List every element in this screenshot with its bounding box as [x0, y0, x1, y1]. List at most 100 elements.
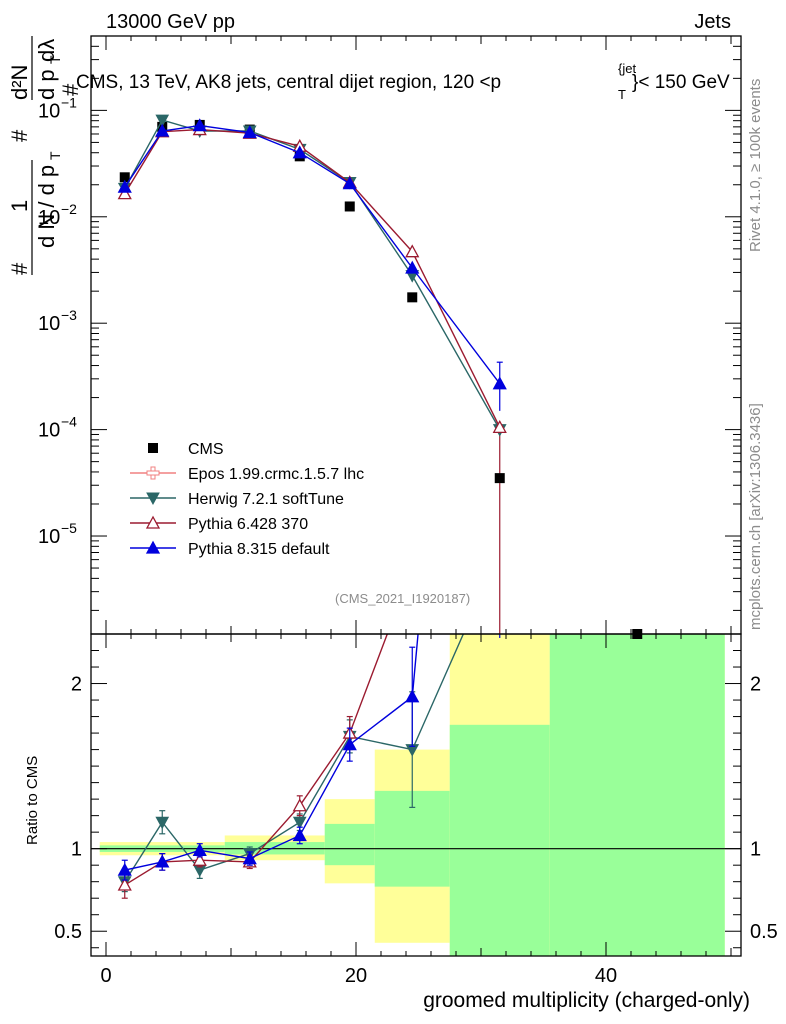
- main-y-tick-base-2: 10: [38, 313, 60, 335]
- ratio-y-tick-label-left-0: 0.5: [54, 921, 82, 943]
- legend-label-4: Pythia 8.315 default: [188, 541, 330, 558]
- main-y-tick-base-3: 10: [38, 420, 60, 442]
- legend-item-3: Pythia 6.428 370: [130, 515, 308, 533]
- band-inner-5: [549, 634, 725, 956]
- legend-item-2: Herwig 7.2.1 softTune: [130, 491, 344, 508]
- ylabel-prefactor-den: d N / d p: [34, 165, 59, 248]
- legend-marker-3: [145, 515, 161, 529]
- main-series-4-line: [124, 124, 501, 385]
- ratio-series-1-point-0: [117, 877, 132, 891]
- ylabel-hash-1: #: [7, 262, 32, 275]
- main-series-3-point-7: [492, 419, 507, 434]
- legend-label-2: Herwig 7.2.1 softTune: [188, 491, 344, 508]
- ratio-y-tick-label-left-1: 1: [71, 839, 82, 861]
- legend-label-0: CMS: [188, 441, 224, 458]
- main-series-0-point-7: [494, 473, 505, 484]
- main-series-4-point-6: [405, 260, 420, 274]
- main-y-tick-exp-3: −4: [61, 414, 77, 430]
- header-left: 13000 GeV pp: [106, 11, 235, 33]
- ratio-y-axis-title: Ratio to CMS: [24, 756, 41, 845]
- x-axis-title: groomed multiplicity (charged-only): [423, 989, 750, 1012]
- legend-label-3: Pythia 6.428 370: [188, 516, 308, 533]
- main-y-tick-exp-0: −1: [61, 94, 77, 110]
- main-series-0-point-6: [407, 292, 418, 303]
- main-y-tick-label-0: 10 −1: [38, 94, 77, 122]
- legend-marker-2: [146, 492, 160, 506]
- band-inner-4: [449, 724, 550, 956]
- legend: CMS Epos 1.99.crmc.1.5.7 lhc Herwig 7.2.1 …: [130, 441, 364, 558]
- ratio-y-tick-label-left-2: 2: [71, 674, 82, 696]
- ylabel-d2n: d²N: [7, 65, 32, 100]
- ratio-series-2-point-4: [292, 828, 307, 842]
- ylabel-hash-3: #: [58, 83, 83, 96]
- main-series-4-point-3: [242, 125, 257, 139]
- header-right: Jets: [694, 11, 731, 33]
- ratio-y-tick-label-right-2: 2: [750, 674, 761, 696]
- ratio-panel-frame: [90, 633, 742, 957]
- main-series-4-point-2: [192, 118, 207, 132]
- main-series-4-point-4: [292, 145, 307, 159]
- ratio-series-2-point-2: [192, 842, 207, 856]
- ratio-series-0-point-1: [155, 816, 170, 830]
- main-y-tick-base-4: 10: [38, 526, 60, 548]
- legend-item-1: Epos 1.99.crmc.1.5.7 lhc: [130, 466, 364, 483]
- ratio-series-2-point-3: [242, 851, 257, 865]
- ratio-series-2-point-6: [405, 689, 420, 703]
- main-y-tick-exp-4: −5: [61, 520, 77, 536]
- x-tick-label-0: 0: [100, 965, 111, 987]
- ratio-y-tick-label-right-1: 1: [750, 839, 761, 861]
- main-series-3-line: [124, 128, 501, 428]
- y-axis-title-main: 1 d N / d p T # # # d²N d p T dλ: [7, 36, 83, 275]
- main-y-tick-label-4: 10 −5: [38, 520, 77, 548]
- ratio-series-0-line: [124, 634, 465, 883]
- main-y-tick-base-1: 10: [38, 207, 60, 229]
- ylabel-prefactor-den-sub: T: [47, 151, 63, 160]
- main-y-tick-label-2: 10 −3: [38, 307, 77, 335]
- legend-item-0: CMS: [148, 441, 224, 458]
- legend-marker-1-h: [146, 470, 160, 476]
- ratio-series-1-point-4: [292, 798, 307, 812]
- ratio-series-2-point-0: [117, 862, 132, 876]
- x-tick-label-40: 40: [595, 965, 617, 987]
- main-series-3-point-0: [117, 186, 132, 200]
- ratio-panel-series: [117, 562, 501, 899]
- analysis-watermark: (CMS_2021_I1920187): [335, 591, 470, 606]
- ratio-series-1-line: [124, 634, 389, 886]
- ratio-y-tick-label-right-0: 0.5: [750, 921, 778, 943]
- main-series-4-point-7: [492, 376, 507, 390]
- legend-item-4: Pythia 8.315 default: [130, 540, 330, 558]
- main-title: CMS, 13 TeV, AK8 jets, central dijet reg…: [76, 61, 730, 102]
- ylabel-den-sub: T: [47, 55, 63, 64]
- title-sub: T: [618, 87, 626, 102]
- ylabel-dlambda: dλ: [34, 39, 59, 62]
- ratio-series-2-point-1: [155, 854, 170, 868]
- ratio-series-1-point-6: [406, 562, 418, 573]
- main-series-0-point-0: [119, 172, 130, 183]
- title-tail: }< 150 GeV: [632, 72, 730, 93]
- band-inner-2: [324, 823, 375, 866]
- ratio-series-0-point-4: [292, 816, 307, 830]
- x-tick-label-20: 20: [345, 965, 367, 987]
- main-series-0-point-5: [344, 201, 355, 212]
- ratio-series-1-point-2: [192, 852, 207, 866]
- legend-marker-0: [148, 443, 158, 453]
- ylabel-den: d p: [34, 69, 59, 100]
- main-series-4-point-1: [155, 123, 170, 137]
- title-sup: {jet: [618, 61, 636, 76]
- side-label-bottom: mcplots.cern.ch [arXiv:1306.3436]: [747, 403, 764, 630]
- main-y-tick-exp-1: −2: [61, 201, 77, 217]
- side-label-top: Rivet 4.1.0, ≥ 100k events: [747, 79, 764, 252]
- main-y-tick-label-1: 10 −2: [38, 201, 77, 229]
- ylabel-hash-2: #: [7, 129, 32, 142]
- title-main: CMS, 13 TeV, AK8 jets, central dijet reg…: [76, 72, 501, 93]
- main-panel-series: [117, 114, 507, 634]
- ylabel-prefactor-num: 1: [7, 200, 32, 212]
- legend-label-1: Epos 1.99.crmc.1.5.7 lhc: [188, 466, 364, 483]
- ratio-uncertainty-bands: [99, 634, 725, 956]
- main-y-tick-exp-2: −3: [61, 307, 77, 323]
- main-series-2-point-1: [155, 114, 170, 128]
- main-y-tick-label-3: 10 −4: [38, 414, 77, 442]
- main-series-2-line: [124, 119, 501, 430]
